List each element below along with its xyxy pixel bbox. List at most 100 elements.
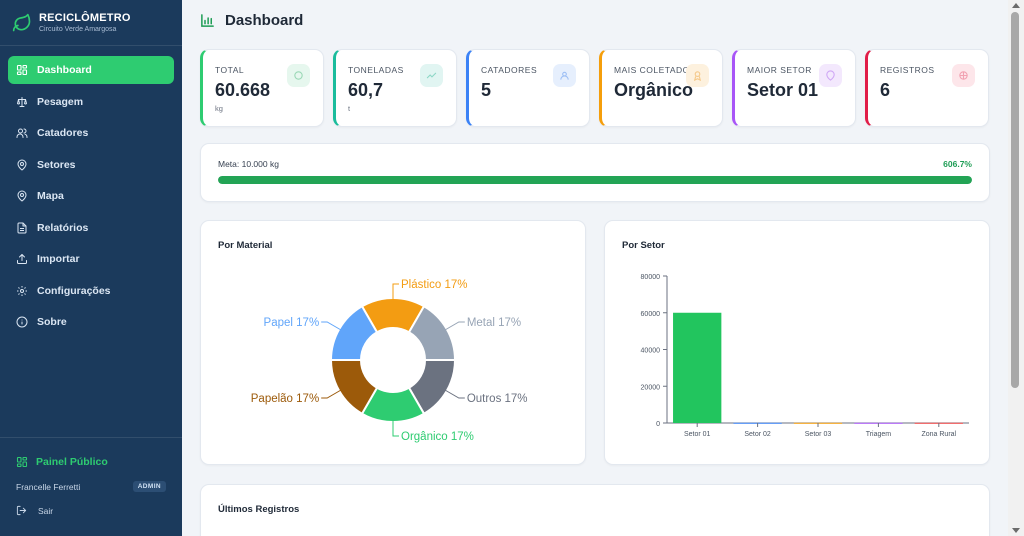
sidebar-item-importar[interactable]: Importar <box>8 245 174 273</box>
y-tick-label: 40000 <box>641 348 661 355</box>
users-icon <box>553 64 576 87</box>
sidebar-item-label: Importar <box>37 253 80 265</box>
page-scrollbar[interactable] <box>1008 0 1024 536</box>
sidebar-item-label: Sobre <box>37 316 67 328</box>
stat-unit: t <box>348 104 351 113</box>
scroll-down-arrow-icon[interactable] <box>1012 528 1020 533</box>
sidebar-item-label: Relatórios <box>37 221 89 234</box>
stat-label: TONELADAS <box>348 65 404 75</box>
gear-icon <box>17 285 27 296</box>
x-tick-label: Setor 03 <box>805 431 832 438</box>
setor-chart-card: Por Setor 80000 60000 40000 20000 0 Setor 01 S… <box>604 220 990 465</box>
painel-publico-link[interactable]: Painel Público <box>16 452 166 472</box>
stat-label: MAIS COLETADO <box>614 65 690 75</box>
meta-label: Meta: 10.000 kg <box>218 159 279 169</box>
meta-percent: 606.7% <box>943 159 972 169</box>
stat-card-catadores: CATADORES 5 <box>466 49 590 127</box>
sidebar-item-label: Mapa <box>37 190 64 202</box>
sidebar-item-catadores[interactable]: Catadores <box>8 119 174 147</box>
page-title: Dashboard <box>225 12 304 29</box>
ultimos-registros-title: Últimos Registros <box>218 504 300 515</box>
leaf-icon <box>287 64 310 87</box>
material-chart-title: Por Material <box>218 240 273 251</box>
donut-label-line <box>321 321 342 331</box>
info-icon <box>16 316 28 328</box>
sidebar-footer: Painel Público Francelle Ferretti ADMIN … <box>0 437 182 516</box>
sidebar-nav: Dashboard Pesagem Catadores Setores Mapa… <box>0 46 182 336</box>
donut-label-orgânico: Orgânico 17% <box>401 431 474 443</box>
painel-publico-label: Painel Público <box>36 456 108 468</box>
donut-label-line <box>444 321 465 331</box>
grid-icon <box>16 456 28 468</box>
y-tick-label: 80000 <box>641 274 661 281</box>
pin-icon <box>819 64 842 87</box>
stat-value: 5 <box>481 80 492 100</box>
y-tick-label: 60000 <box>641 311 661 318</box>
main-content: Dashboard TOTAL 60.668 kg TONELADAS 60,7… <box>182 0 1008 536</box>
stat-label: REGISTROS <box>880 65 935 75</box>
stat-card-total: TOTAL 60.668 kg <box>200 49 324 127</box>
map-pin-icon <box>17 190 27 202</box>
x-tick-label: Triagem <box>866 431 892 438</box>
stat-unit: kg <box>215 104 223 113</box>
donut-label-line <box>392 283 399 300</box>
scrollbar-thumb[interactable] <box>1011 12 1019 388</box>
logout-label: Sair <box>38 505 54 516</box>
material-chart-card: Por Material Plástico 17% Metal 17% Outros… <box>200 220 586 465</box>
logout-icon <box>16 505 27 516</box>
upload-icon <box>17 254 27 264</box>
donut-slice-papel[interactable] <box>329 304 379 361</box>
stat-value: Setor 01 <box>747 80 819 100</box>
sidebar-item-label: Pesagem <box>37 95 84 108</box>
sidebar-item-relatorios[interactable]: Relatórios <box>8 214 174 242</box>
map-pin-icon <box>17 159 27 171</box>
sidebar: RECICLÔMETRO Circuito Verde Amargosa Das… <box>0 0 182 536</box>
stat-value: Orgânico <box>614 80 694 100</box>
leaf-logo-icon <box>12 13 31 31</box>
stat-value: 6 <box>880 80 891 100</box>
meta-progress-fill <box>218 176 972 184</box>
page-header: Dashboard <box>200 12 303 29</box>
sidebar-item-label: Configurações <box>37 284 111 297</box>
donut-label-outros: Outros 17% <box>467 393 528 405</box>
sidebar-item-configuracoes[interactable]: Configurações <box>8 277 174 305</box>
stat-label: TOTAL <box>215 65 245 75</box>
stat-card-maior-setor: MAIOR SETOR Setor 01 <box>732 49 856 127</box>
bar-setor-01[interactable] <box>673 312 722 423</box>
scale-icon <box>17 96 27 107</box>
sidebar-item-mapa[interactable]: Mapa <box>8 182 174 210</box>
trend-icon <box>420 64 443 87</box>
meta-row: Meta: 10.000 kg 606.7% <box>218 159 972 169</box>
x-tick-label: Setor 01 <box>684 431 711 438</box>
donut-label-metal: Metal 17% <box>467 317 521 329</box>
list-icon <box>952 64 975 87</box>
y-tick-label: 0 <box>656 421 660 428</box>
users-icon <box>16 128 28 138</box>
award-icon <box>686 64 709 87</box>
y-tick-label: 20000 <box>641 384 661 391</box>
bar-chart-icon <box>201 14 214 27</box>
material-donut-chart: Plástico 17% Metal 17% Outros 17% Orgânico … <box>251 279 528 443</box>
meta-progress-bar <box>218 176 972 184</box>
sidebar-item-label: Catadores <box>37 127 89 139</box>
sidebar-item-sobre[interactable]: Sobre <box>8 308 174 336</box>
scroll-up-arrow-icon[interactable] <box>1012 3 1020 8</box>
stat-label: MAIOR SETOR <box>747 65 812 75</box>
file-icon <box>17 222 27 233</box>
stat-label: CATADORES <box>481 65 538 75</box>
stat-card-toneladas: TONELADAS 60,7 t <box>333 49 457 127</box>
sidebar-item-pesagem[interactable]: Pesagem <box>8 88 174 116</box>
sidebar-item-dashboard[interactable]: Dashboard <box>8 56 174 84</box>
sidebar-item-setores[interactable]: Setores <box>8 151 174 179</box>
sidebar-item-label: Setores <box>37 158 76 171</box>
stat-card-registros: REGISTROS 6 <box>865 49 989 127</box>
donut-label-plástico: Plástico 17% <box>401 279 467 291</box>
app-name: RECICLÔMETRO <box>39 12 131 24</box>
app-subtitle: Circuito Verde Amargosa <box>39 26 117 33</box>
setor-chart-title: Por Setor <box>622 240 665 251</box>
donut-label-line <box>392 420 399 437</box>
x-tick-label: Zona Rural <box>921 431 956 438</box>
logout-button[interactable]: Sair <box>16 505 166 516</box>
brand[interactable]: RECICLÔMETRO Circuito Verde Amargosa <box>0 0 182 46</box>
stat-value: 60.668 <box>215 80 271 100</box>
